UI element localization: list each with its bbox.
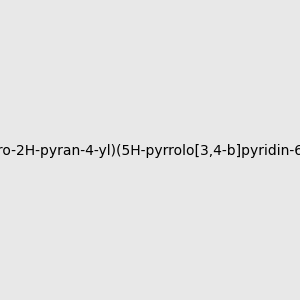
Text: (4-phenyltetrahydro-2H-pyran-4-yl)(5H-pyrrolo[3,4-b]pyridin-6(7H)-yl)methanone: (4-phenyltetrahydro-2H-pyran-4-yl)(5H-py… xyxy=(0,145,300,158)
